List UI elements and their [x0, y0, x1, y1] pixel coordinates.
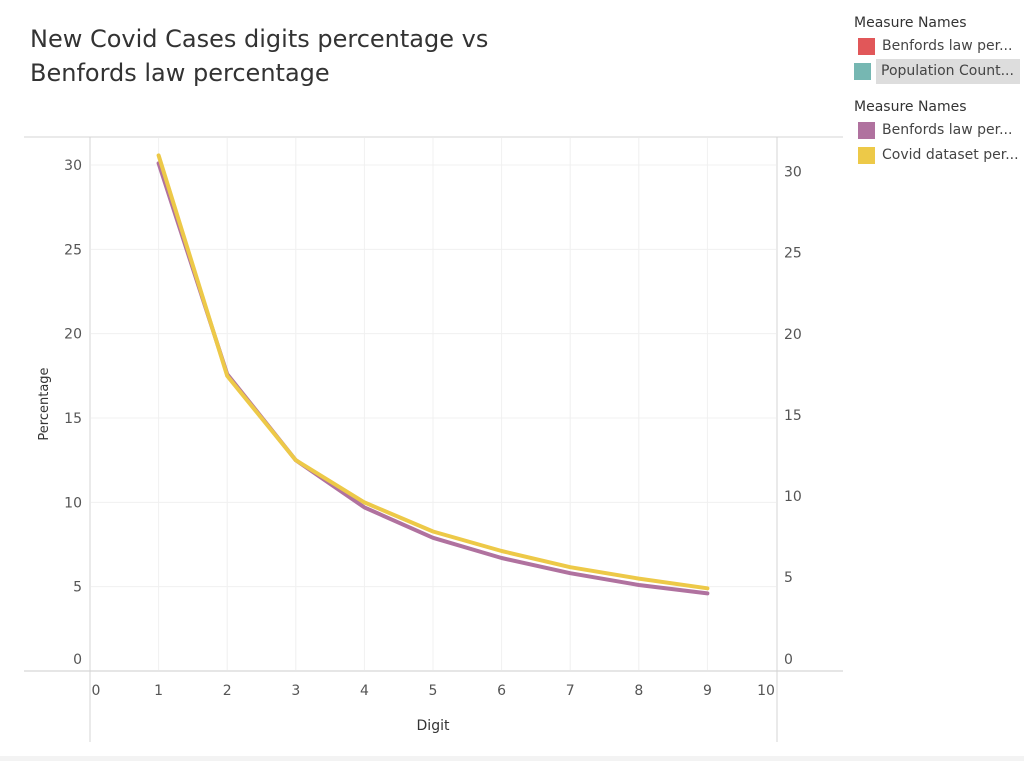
legend-item-label: Population Count... [881, 63, 1014, 79]
legend-item-benfords-law[interactable]: Benfords law per... [854, 118, 1020, 143]
x-tick-label: 2 [223, 683, 232, 699]
legend-item-benfords-law[interactable]: Benfords law per... [854, 34, 1020, 59]
x-tick-label: 7 [566, 683, 575, 699]
x-tick-label: 0 [92, 683, 101, 699]
right-y-tick-label: 25 [784, 246, 802, 262]
left-y-tick-label: 20 [64, 327, 82, 343]
series-lines [156, 153, 710, 596]
x-tick-label: 10 [757, 683, 775, 699]
chart-title-line-1: New Covid Cases digits percentage vs [30, 25, 489, 53]
left-y-tick-label: 25 [64, 242, 82, 258]
y-axis-label: Percentage [37, 367, 52, 440]
x-axis-label: Digit [417, 718, 450, 734]
covid-dataset-series-line [156, 153, 710, 591]
left-y-tick-label: 15 [64, 411, 82, 427]
left-y-tick-label: 0 [73, 652, 82, 668]
x-tick-label: 5 [429, 683, 438, 699]
legend-swatch [854, 63, 871, 80]
legend-item-label: Covid dataset per... [882, 147, 1019, 163]
legend-title: Measure Names [854, 99, 967, 115]
x-tick-label: 9 [703, 683, 712, 699]
legend-item-label: Benfords law per... [882, 122, 1013, 138]
left-y-tick-label: 30 [64, 158, 82, 174]
legend-swatch [858, 147, 875, 164]
legend-title: Measure Names [854, 15, 967, 31]
right-y-tick-label: 5 [784, 570, 793, 586]
color-legend-2: Measure Names Benfords law per... Covid … [854, 96, 1020, 168]
legend-item-population-count[interactable]: Population Count... [854, 59, 1020, 84]
right-y-tick-label: 10 [784, 489, 802, 505]
chart-title: New Covid Cases digits percentage vs Ben… [30, 22, 550, 90]
right-y-tick-label: 20 [784, 327, 802, 343]
legend-swatch [858, 122, 875, 139]
x-tick-label: 1 [154, 683, 163, 699]
color-legend-1: Measure Names Benfords law per... Popula… [854, 12, 1020, 84]
x-tick-label: 8 [634, 683, 643, 699]
legend-item-label: Benfords law per... [882, 38, 1013, 54]
x-tick-label: 3 [291, 683, 300, 699]
x-tick-label: 6 [497, 683, 506, 699]
x-tick-label: 4 [360, 683, 369, 699]
tick-labels: 0 1 2 3 4 5 6 7 8 9 10 0 5 10 15 20 25 30 0 5 10 15 20 25 30 [64, 158, 802, 699]
chart-title-line-2: Benfords law percentage [30, 59, 330, 87]
legend-item-covid-dataset[interactable]: Covid dataset per... [854, 143, 1020, 168]
left-y-tick-label: 10 [64, 495, 82, 511]
left-y-tick-label: 5 [73, 580, 82, 596]
bottom-bar [0, 756, 1024, 761]
right-y-tick-label: 0 [784, 652, 793, 668]
right-y-tick-label: 30 [784, 165, 802, 181]
gridlines [91, 138, 776, 670]
legend-swatch [858, 38, 875, 55]
axes [24, 136, 843, 742]
right-y-tick-label: 15 [784, 408, 802, 424]
